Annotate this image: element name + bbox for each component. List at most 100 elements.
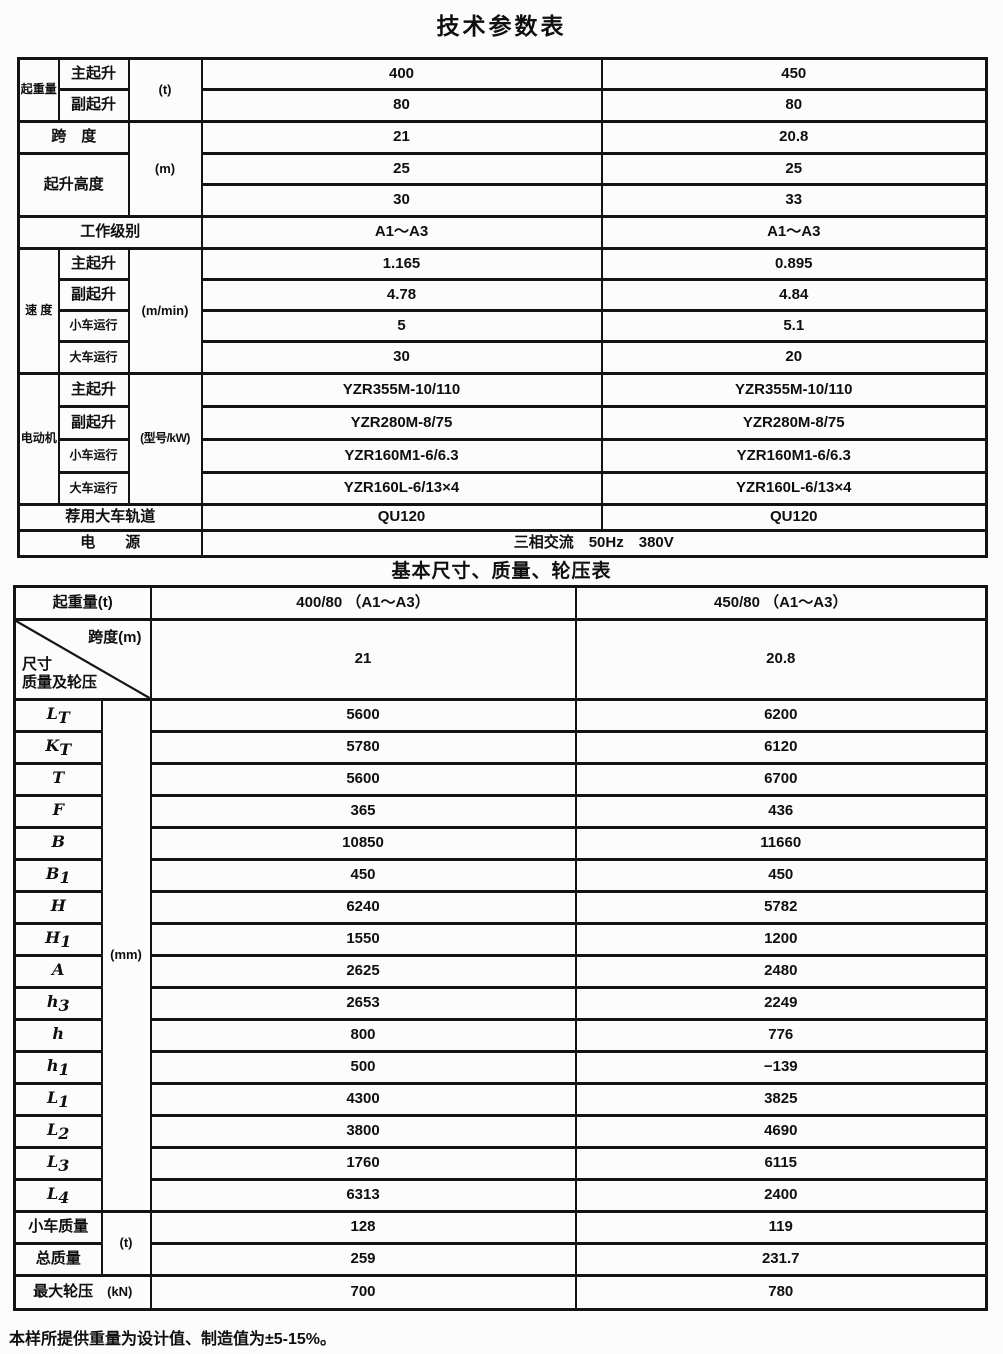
dim-label-cell: A	[13, 954, 103, 989]
label-span: 跨 度	[17, 120, 130, 155]
value-cell: 10850	[149, 826, 577, 861]
dim-letter: T	[52, 767, 65, 787]
value-cell: 4300	[149, 1082, 577, 1117]
value-cell: QU120	[200, 503, 603, 532]
value-cell: 436	[574, 794, 988, 829]
unit-cell-t: (t)	[127, 57, 203, 123]
dim-letter: K	[45, 735, 60, 755]
dim-label-cell: B	[13, 826, 103, 861]
dim-letter: B	[51, 831, 66, 851]
value-cell: 2480	[574, 954, 988, 989]
value-cell: 3825	[574, 1082, 988, 1117]
label-trolley-mass: 小车质量	[13, 1210, 103, 1245]
dim-subscript: 4	[58, 1187, 70, 1207]
value-cell: A1～A3	[200, 215, 603, 250]
value-cell: 1550	[149, 922, 577, 957]
value-cell: QU120	[600, 503, 988, 532]
label-duty-class: 工作级别	[17, 215, 203, 250]
unit-cell-m: (m)	[127, 120, 203, 218]
group-label-speed: 速 度	[17, 247, 60, 375]
tech-params-table: 起重量 主起升 (t) 400 450 副起升 80 80 跨 度 (m) 21…	[17, 57, 988, 558]
value-cell: 259	[149, 1242, 577, 1277]
value-cell: 450	[149, 858, 577, 893]
sub-label-main-hoist: 主起升	[57, 372, 130, 408]
group-label-capacity: 起重量	[17, 57, 60, 123]
value-cell: 365	[149, 794, 577, 829]
diagonal-label-mass-wheel: 质量及轮压	[22, 673, 98, 691]
value-cell: YZR280M-8/75	[200, 405, 603, 441]
value-cell: 20	[600, 340, 988, 375]
dim-subscript: T	[57, 707, 70, 727]
label-max-wheel-load: 最大轮压 (kN)	[13, 1274, 152, 1311]
dim-label-cell: L3	[13, 1146, 103, 1181]
max-wheel-load-text: 最大轮压	[33, 1283, 94, 1301]
value-cell: 80	[200, 88, 603, 123]
value-cell: 6120	[574, 730, 988, 765]
sub-label-main-hoist: 主起升	[57, 57, 130, 91]
value-cell: 0.895	[600, 247, 988, 281]
dims-table: 起重量(t) 400/80 （A1～A3） 450/80 （A1～A3） 跨度(…	[13, 585, 988, 1311]
value-cell: 5600	[149, 762, 577, 797]
value-cell: 6115	[574, 1146, 988, 1181]
dim-label-cell: B1	[13, 858, 103, 893]
value-cell: 4.84	[600, 278, 988, 312]
dim-subscript: 1	[59, 867, 71, 887]
sub-label-aux-hoist: 副起升	[57, 405, 130, 441]
value-cell: 1200	[574, 922, 988, 957]
dim-subscript: 1	[58, 1059, 70, 1079]
dim-label-cell: LT	[13, 698, 103, 733]
value-cell: 21	[149, 618, 577, 701]
dim-letter: h	[46, 1055, 59, 1075]
value-cell: 11660	[574, 826, 988, 861]
dim-letter: A	[52, 959, 65, 979]
value-cell: 30	[200, 340, 603, 375]
sub-label-crane-travel: 大车运行	[57, 471, 130, 506]
value-cell: 4690	[574, 1114, 988, 1149]
dim-letter: H	[45, 927, 61, 947]
value-cell: 450	[600, 57, 988, 91]
dim-subscript: T	[59, 739, 72, 759]
dim-label-cell: H1	[13, 922, 103, 957]
value-cell: 5600	[149, 698, 577, 733]
value-cell: YZR355M-10/110	[200, 372, 603, 408]
diagonal-line	[16, 622, 149, 697]
value-cell: YZR160M1-6/6.3	[200, 438, 603, 474]
label-capacity: 起重量(t)	[13, 585, 152, 621]
dim-letter: L	[47, 1119, 59, 1139]
dim-label-cell: L2	[13, 1114, 103, 1149]
unit-cell-mm: (mm)	[100, 698, 152, 1213]
unit-cell-m-min: (m/min)	[127, 247, 203, 375]
value-cell: 500	[149, 1050, 577, 1085]
value-cell: YZR280M-8/75	[600, 405, 988, 441]
value-cell: YZR355M-10/110	[600, 372, 988, 408]
dim-subscript: 1	[58, 1091, 70, 1111]
sub-label-crane-travel: 大车运行	[57, 340, 130, 375]
value-cell: 6200	[574, 698, 988, 733]
dim-label-cell: L1	[13, 1082, 103, 1117]
dim-subscript: 3	[58, 995, 70, 1015]
sub-label-aux-hoist: 副起升	[57, 88, 130, 123]
value-cell: 700	[149, 1274, 577, 1311]
dim-letter: L	[46, 703, 58, 723]
label-total-mass: 总质量	[13, 1242, 103, 1277]
dim-subscript: 1	[60, 931, 72, 951]
diagonal-header-cell: 跨度(m) 尺寸 质量及轮压	[13, 618, 152, 701]
value-cell: 4.78	[200, 278, 603, 312]
value-cell: 400	[200, 57, 603, 91]
diagonal-label-size: 尺寸	[22, 656, 53, 673]
value-cell: 6700	[574, 762, 988, 797]
dim-letter: B	[45, 863, 60, 883]
dim-label-cell: H	[13, 890, 103, 925]
unit-cell-model-kw: (型号/kW)	[127, 372, 203, 506]
value-cell: 80	[600, 88, 988, 123]
dim-label-cell: KT	[13, 730, 103, 765]
value-cell: 231.7	[574, 1242, 988, 1277]
value-cell: 119	[574, 1210, 988, 1245]
value-cell: 450	[574, 858, 988, 893]
dim-subscript: 3	[58, 1155, 70, 1175]
value-cell-power: 三相交流 50Hz 380V	[200, 529, 988, 558]
value-cell: YZR160L-6/13×4	[600, 471, 988, 506]
footnote: 本样所提供重量为设计值、制造值为±5-15%。	[9, 1331, 337, 1348]
value-cell: 128	[149, 1210, 577, 1245]
